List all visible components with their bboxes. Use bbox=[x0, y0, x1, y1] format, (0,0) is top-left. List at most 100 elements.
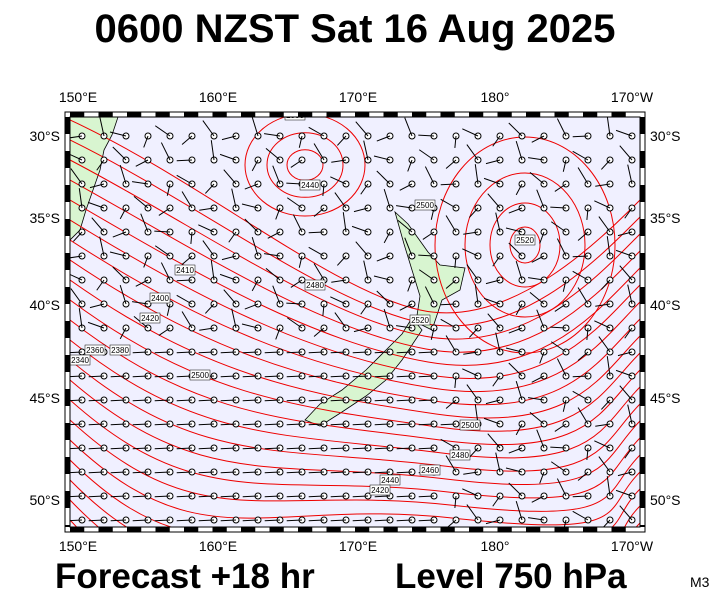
barb-staff bbox=[586, 447, 589, 461]
frame-stripe bbox=[640, 117, 645, 134]
frame-stripe bbox=[241, 112, 256, 117]
barb-staff bbox=[445, 399, 457, 409]
barb-staff bbox=[360, 183, 369, 195]
contour bbox=[509, 226, 541, 264]
barb-staff bbox=[485, 159, 501, 165]
contour-label-box bbox=[449, 449, 471, 461]
barb-staff bbox=[528, 277, 545, 281]
barb-staff bbox=[373, 155, 391, 161]
barb-staff bbox=[492, 375, 501, 387]
barb-staff bbox=[220, 375, 237, 378]
contour-label: 2420 bbox=[371, 486, 389, 495]
barb-staff bbox=[399, 303, 413, 311]
barb-staff bbox=[515, 183, 523, 196]
barb-staff bbox=[286, 375, 303, 378]
barb-staff bbox=[595, 303, 611, 307]
contour-label-box bbox=[189, 369, 211, 381]
barb-staff bbox=[606, 356, 611, 377]
barb-staff bbox=[594, 320, 611, 329]
frame-stripe bbox=[640, 525, 645, 527]
contour-label: 2360 bbox=[86, 346, 104, 355]
barb-staff bbox=[492, 255, 501, 267]
contour-label-box bbox=[369, 484, 391, 496]
barb-staff bbox=[251, 279, 259, 292]
frame-stripe bbox=[70, 527, 85, 532]
barb-staff bbox=[265, 267, 281, 281]
barb-staff bbox=[88, 399, 105, 402]
barb-staff bbox=[396, 325, 413, 329]
contour-label-box bbox=[304, 279, 326, 291]
barb-staff bbox=[78, 308, 83, 329]
barb-staff bbox=[550, 221, 567, 233]
barb-staff bbox=[572, 495, 589, 498]
barb-staff bbox=[70, 471, 83, 474]
barb-staff bbox=[242, 495, 259, 498]
barb-staff bbox=[132, 301, 149, 305]
frame-stripe bbox=[497, 112, 512, 117]
barb-staff bbox=[508, 447, 523, 454]
barb-staff bbox=[615, 369, 633, 377]
barb-staff bbox=[275, 207, 281, 220]
barb-staff bbox=[88, 495, 105, 498]
contour-label-box bbox=[409, 314, 431, 326]
contour-label-box bbox=[84, 344, 106, 356]
barb-staff bbox=[91, 217, 105, 233]
barb-staff bbox=[454, 495, 457, 509]
barb-staff bbox=[466, 384, 479, 401]
barb-staff bbox=[556, 118, 567, 137]
barb-staff bbox=[264, 519, 281, 522]
frame-stripe bbox=[155, 527, 170, 532]
barb-staff bbox=[140, 213, 149, 233]
barb-staff bbox=[231, 308, 237, 329]
frame-stripe bbox=[440, 112, 455, 117]
barb-staff bbox=[176, 399, 193, 402]
barb-staff bbox=[595, 423, 611, 427]
barb-staff bbox=[550, 326, 567, 329]
contour bbox=[70, 259, 640, 406]
barb-staff bbox=[244, 183, 259, 190]
frame-stripe bbox=[70, 112, 85, 117]
barb-staff bbox=[265, 147, 281, 161]
barb-staff bbox=[181, 191, 193, 209]
barb-staff bbox=[181, 135, 193, 145]
barb-staff bbox=[70, 255, 83, 259]
barb-staff bbox=[396, 519, 413, 522]
barb-staff bbox=[572, 510, 589, 521]
barb-staff bbox=[619, 385, 633, 401]
barb-staff bbox=[87, 201, 105, 209]
barb-staff bbox=[336, 135, 347, 146]
barb-staff bbox=[275, 327, 281, 340]
contour-label-box bbox=[299, 179, 321, 191]
lat-label: 40°S bbox=[650, 297, 681, 313]
barb-staff bbox=[166, 303, 171, 316]
barb-staff bbox=[154, 399, 171, 402]
barb-staff bbox=[602, 519, 611, 527]
barb-staff bbox=[600, 399, 611, 410]
barb-staff bbox=[572, 390, 589, 401]
barb-staff bbox=[440, 438, 457, 449]
barb-staff bbox=[264, 253, 281, 257]
barb-staff bbox=[331, 279, 347, 283]
frame-stripe bbox=[640, 389, 645, 406]
contour-label: 2440 bbox=[381, 476, 399, 485]
barb-staff bbox=[376, 135, 391, 142]
barb-staff bbox=[355, 241, 369, 257]
contour bbox=[70, 399, 640, 499]
frame-stripe bbox=[355, 527, 370, 532]
barb-staff bbox=[531, 135, 545, 143]
barb-staff bbox=[418, 519, 435, 522]
barb-staff bbox=[88, 471, 105, 474]
barb-staff bbox=[487, 313, 501, 329]
barb-staff bbox=[454, 135, 457, 149]
barb-staff bbox=[89, 183, 105, 189]
barb-staff bbox=[508, 122, 523, 137]
barb-staff bbox=[474, 164, 479, 185]
barb-staff bbox=[176, 174, 193, 185]
barb-staff bbox=[352, 423, 369, 426]
barb-staff bbox=[220, 351, 237, 354]
barb-staff bbox=[407, 279, 413, 292]
barb-staff bbox=[70, 423, 83, 426]
barb-staff bbox=[198, 495, 215, 498]
barb-staff bbox=[617, 351, 633, 357]
barb-staff bbox=[241, 323, 259, 329]
